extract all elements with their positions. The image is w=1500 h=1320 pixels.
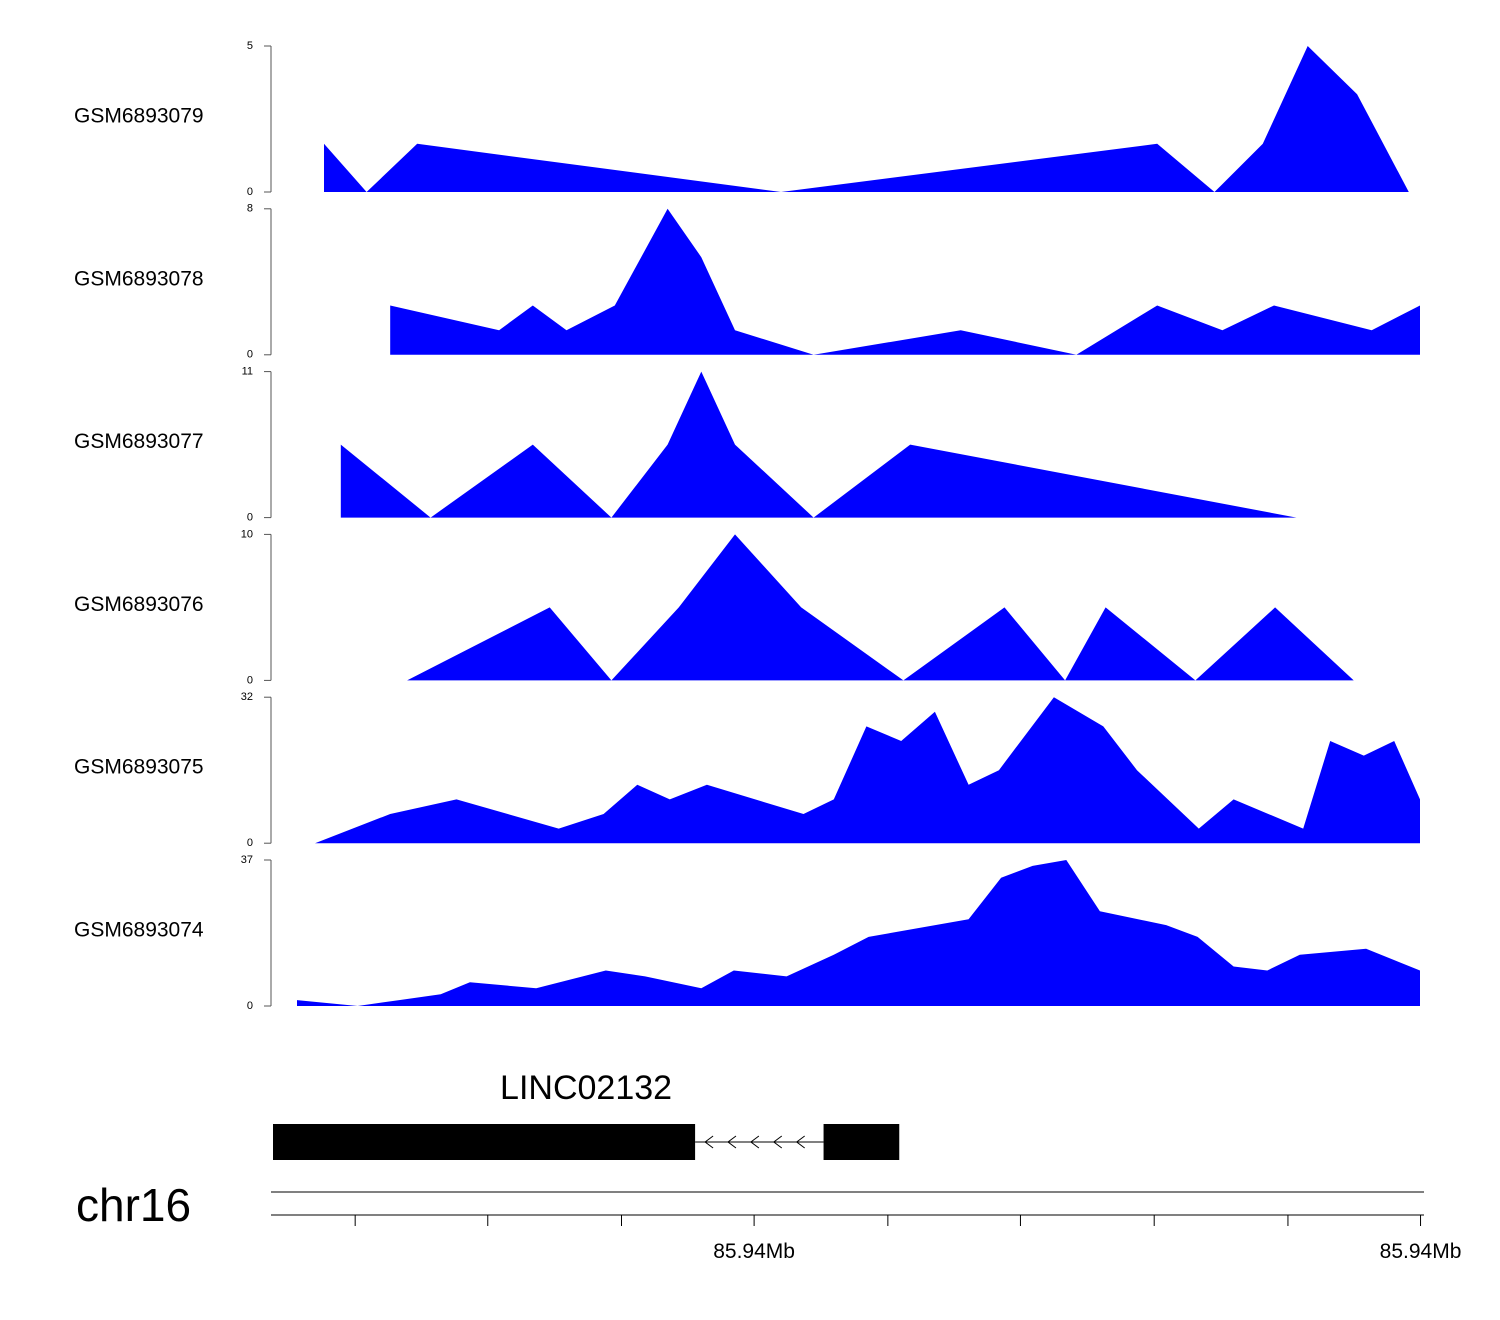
exon-block: [273, 1124, 696, 1160]
y-tick-label: 11: [242, 366, 253, 378]
y-tick-label: 0: [247, 674, 253, 686]
coverage-area: [340, 371, 1297, 518]
axis-tick-label: 85.94Mb: [1380, 1240, 1462, 1263]
y-tick-label: 37: [241, 854, 253, 866]
y-tick-label: 10: [241, 528, 253, 540]
track-label: GSM6893075: [74, 756, 204, 779]
y-tick-label: 0: [247, 1000, 253, 1012]
strand-arrow: [750, 1135, 760, 1149]
strand-arrow: [772, 1135, 783, 1149]
coverage-area: [324, 46, 1409, 192]
y-tick-label: 32: [241, 691, 253, 703]
gene-annotation: LINC02132: [273, 1069, 900, 1160]
track-label: GSM6893079: [74, 105, 204, 128]
strand-arrow: [704, 1135, 714, 1149]
track-GSM6893078: GSM6893078 8 0: [74, 203, 1421, 361]
coverage-area: [315, 697, 1420, 844]
genome-axis: chr16 85.94Mb 85.94Mb: [76, 1179, 1461, 1263]
chromosome-label: chr16: [76, 1179, 191, 1231]
coverage-area: [297, 860, 1420, 1006]
gene-label: LINC02132: [500, 1069, 672, 1107]
axis-tick-label: 85.94Mb: [713, 1240, 795, 1263]
track-label: GSM6893074: [74, 919, 204, 942]
coverage-tracks: GSM689307950GSM689307880GSM6893077110GSM…: [74, 40, 1421, 1012]
track-GSM6893075: GSM6893075 32 0: [74, 691, 1420, 849]
y-tick-label: 8: [247, 203, 253, 215]
exon-block: [823, 1124, 900, 1160]
track-label: GSM6893077: [74, 430, 204, 453]
track-GSM6893074: GSM6893074 37 0: [74, 854, 1420, 1012]
y-tick-label: 5: [247, 40, 253, 52]
track-label: GSM6893078: [74, 267, 204, 290]
coverage-area: [390, 208, 1421, 355]
track-GSM6893076: GSM6893076 10 0: [74, 528, 1354, 686]
y-tick-label: 0: [247, 349, 253, 361]
track-GSM6893077: GSM6893077 11 0: [74, 366, 1297, 524]
coverage-area: [407, 534, 1354, 681]
track-label: GSM6893076: [74, 593, 204, 616]
track-GSM6893079: GSM6893079 5 0: [74, 40, 1409, 198]
y-tick-label: 0: [247, 186, 253, 198]
y-tick-label: 0: [247, 512, 253, 524]
y-tick-label: 0: [247, 837, 253, 849]
strand-arrow: [795, 1135, 805, 1149]
strand-arrow: [727, 1135, 737, 1149]
